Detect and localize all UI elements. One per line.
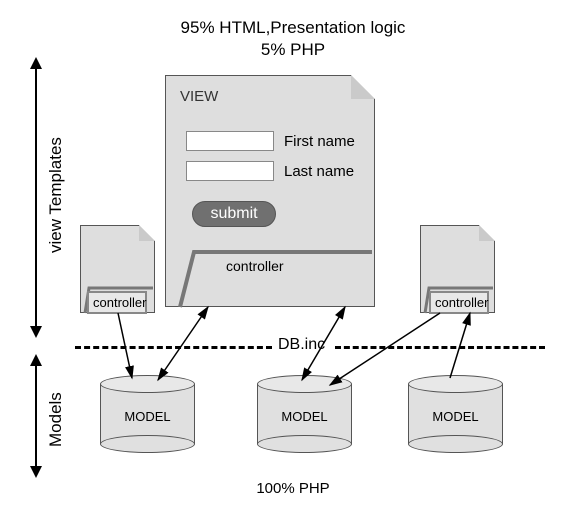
mvc-diagram: { "type": "infographic", "canvas": { "wi…	[0, 0, 586, 522]
views-arrow-line	[35, 67, 37, 328]
title-line2: 5% PHP	[0, 40, 586, 60]
view-controller-label: controller	[226, 258, 284, 274]
model-cylinder-3: MODEL	[408, 375, 503, 453]
small-right-controller: controller	[429, 291, 489, 314]
views-arrow-up	[30, 57, 42, 69]
small-doc-left: controller	[80, 225, 155, 313]
divider-left	[75, 346, 272, 349]
models-arrow-line	[35, 364, 37, 468]
model-label-1: MODEL	[100, 409, 195, 424]
model-label-3: MODEL	[408, 409, 503, 424]
db-inc-label: DB.inc	[278, 336, 325, 354]
model-cylinder-1: MODEL	[100, 375, 195, 453]
small-left-controller: controller	[87, 291, 147, 314]
views-arrow-down	[30, 326, 42, 338]
models-arrow-up	[30, 354, 42, 366]
side-label-views: view Templates	[46, 100, 66, 290]
view-document: VIEW First name Last name submit control…	[165, 75, 375, 307]
divider-right	[335, 346, 545, 349]
side-label-models: Models	[46, 370, 66, 470]
model-label-2: MODEL	[257, 409, 352, 424]
bottom-label: 100% PHP	[0, 480, 586, 497]
small-doc-right: controller	[420, 225, 495, 313]
model-cylinder-2: MODEL	[257, 375, 352, 453]
title-line1: 95% HTML,Presentation logic	[0, 18, 586, 38]
models-arrow-down	[30, 466, 42, 478]
